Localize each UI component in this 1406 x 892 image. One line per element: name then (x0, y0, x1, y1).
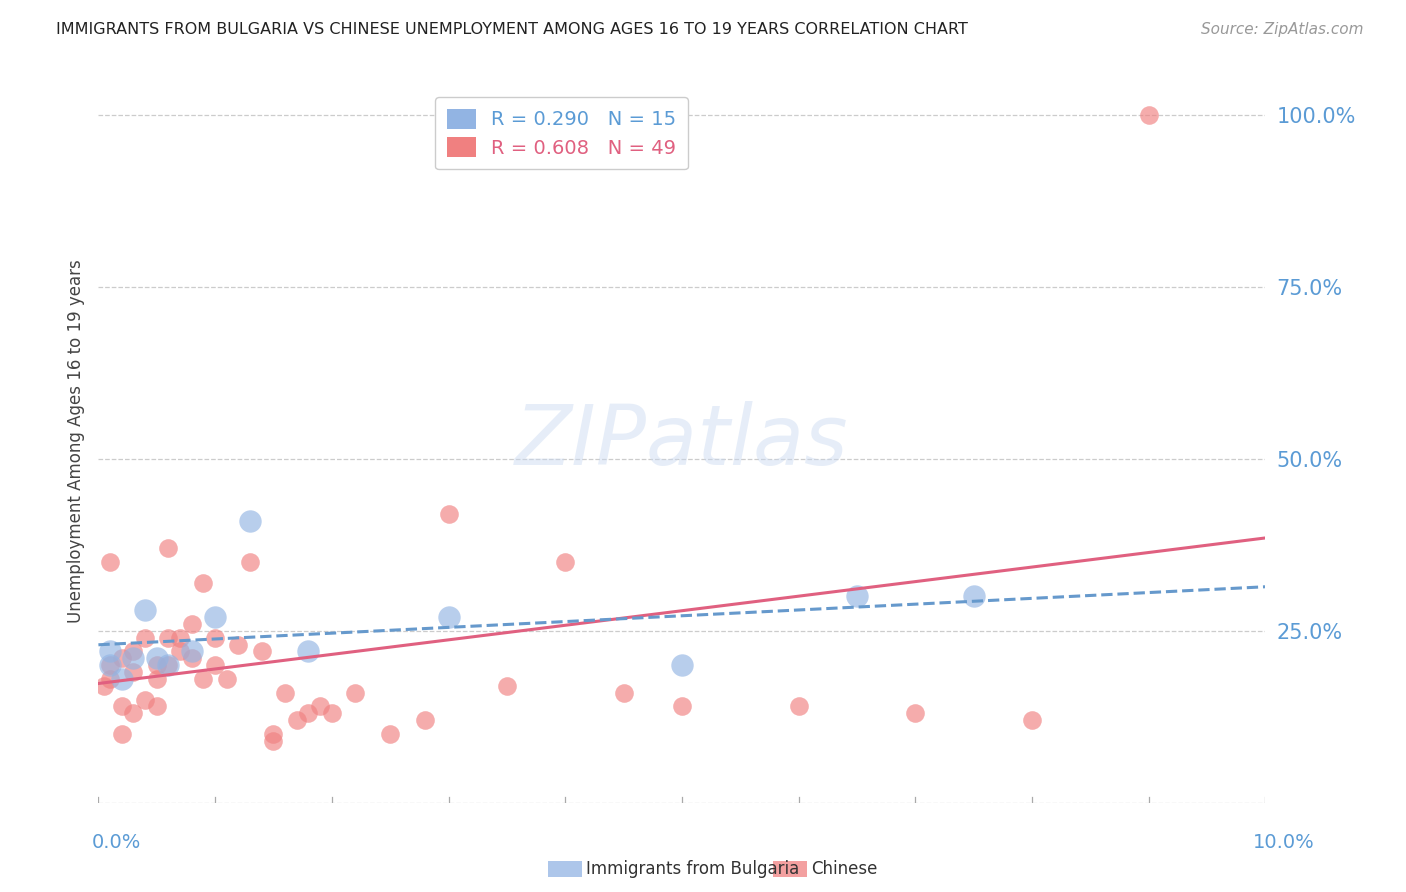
Point (204, 631, 226, 645)
Point (122, 665, 145, 679)
Bar (548, 861, 582, 877)
Point (134, 631, 156, 645)
Bar (773, 861, 807, 877)
Point (98, 658, 121, 673)
Point (193, 575, 215, 590)
Text: ZIPatlas: ZIPatlas (515, 401, 849, 482)
Point (98, 555, 121, 569)
Point (413, 713, 436, 727)
Point (111, 672, 134, 686)
Point (204, 658, 226, 673)
Y-axis label: Unemployment Among Ages 16 to 19 years: Unemployment Among Ages 16 to 19 years (66, 260, 84, 624)
Point (309, 699, 332, 714)
Point (437, 507, 460, 521)
Text: Chinese: Chinese (811, 860, 877, 878)
Point (157, 658, 180, 673)
Point (169, 631, 191, 645)
Point (193, 672, 215, 686)
Point (146, 699, 169, 714)
Point (496, 679, 519, 693)
Point (180, 644, 202, 658)
Point (671, 699, 693, 714)
Point (239, 555, 262, 569)
Point (180, 616, 202, 631)
Point (215, 672, 238, 686)
Point (250, 644, 273, 658)
Point (344, 686, 367, 700)
Point (134, 692, 156, 706)
Text: 0.0%: 0.0% (91, 833, 141, 853)
Point (180, 651, 202, 665)
Point (239, 514, 262, 528)
Point (204, 610, 226, 624)
Point (904, 706, 927, 721)
Point (554, 555, 576, 569)
Point (321, 706, 343, 721)
Text: Source: ZipAtlas.com: Source: ZipAtlas.com (1201, 22, 1364, 37)
Point (111, 699, 134, 714)
Point (169, 644, 191, 658)
Point (98, 644, 121, 658)
Point (297, 706, 319, 721)
Point (846, 590, 869, 604)
Point (612, 686, 634, 700)
Point (146, 658, 169, 673)
Point (1021, 713, 1043, 727)
Point (157, 631, 180, 645)
Point (228, 638, 250, 652)
Point (157, 541, 180, 556)
Point (962, 590, 984, 604)
Point (285, 713, 308, 727)
Point (122, 644, 145, 658)
Point (146, 672, 169, 686)
Point (146, 651, 169, 665)
Point (111, 651, 134, 665)
Text: Immigrants from Bulgaria: Immigrants from Bulgaria (586, 860, 800, 878)
Point (380, 727, 402, 741)
Point (111, 727, 134, 741)
Point (262, 734, 284, 748)
Point (262, 727, 284, 741)
Point (134, 603, 156, 617)
Point (98, 672, 121, 686)
Point (1137, 108, 1160, 122)
Text: IMMIGRANTS FROM BULGARIA VS CHINESE UNEMPLOYMENT AMONG AGES 16 TO 19 YEARS CORRE: IMMIGRANTS FROM BULGARIA VS CHINESE UNEM… (56, 22, 969, 37)
Point (437, 610, 460, 624)
Legend: R = 0.290   N = 15, R = 0.608   N = 49: R = 0.290 N = 15, R = 0.608 N = 49 (434, 97, 688, 169)
Point (671, 658, 693, 673)
Point (93, 679, 115, 693)
Point (122, 706, 145, 721)
Point (157, 658, 180, 673)
Point (274, 686, 297, 700)
Text: 10.0%: 10.0% (1253, 833, 1315, 853)
Point (122, 651, 145, 665)
Point (98, 658, 121, 673)
Point (297, 644, 319, 658)
Point (787, 699, 810, 714)
